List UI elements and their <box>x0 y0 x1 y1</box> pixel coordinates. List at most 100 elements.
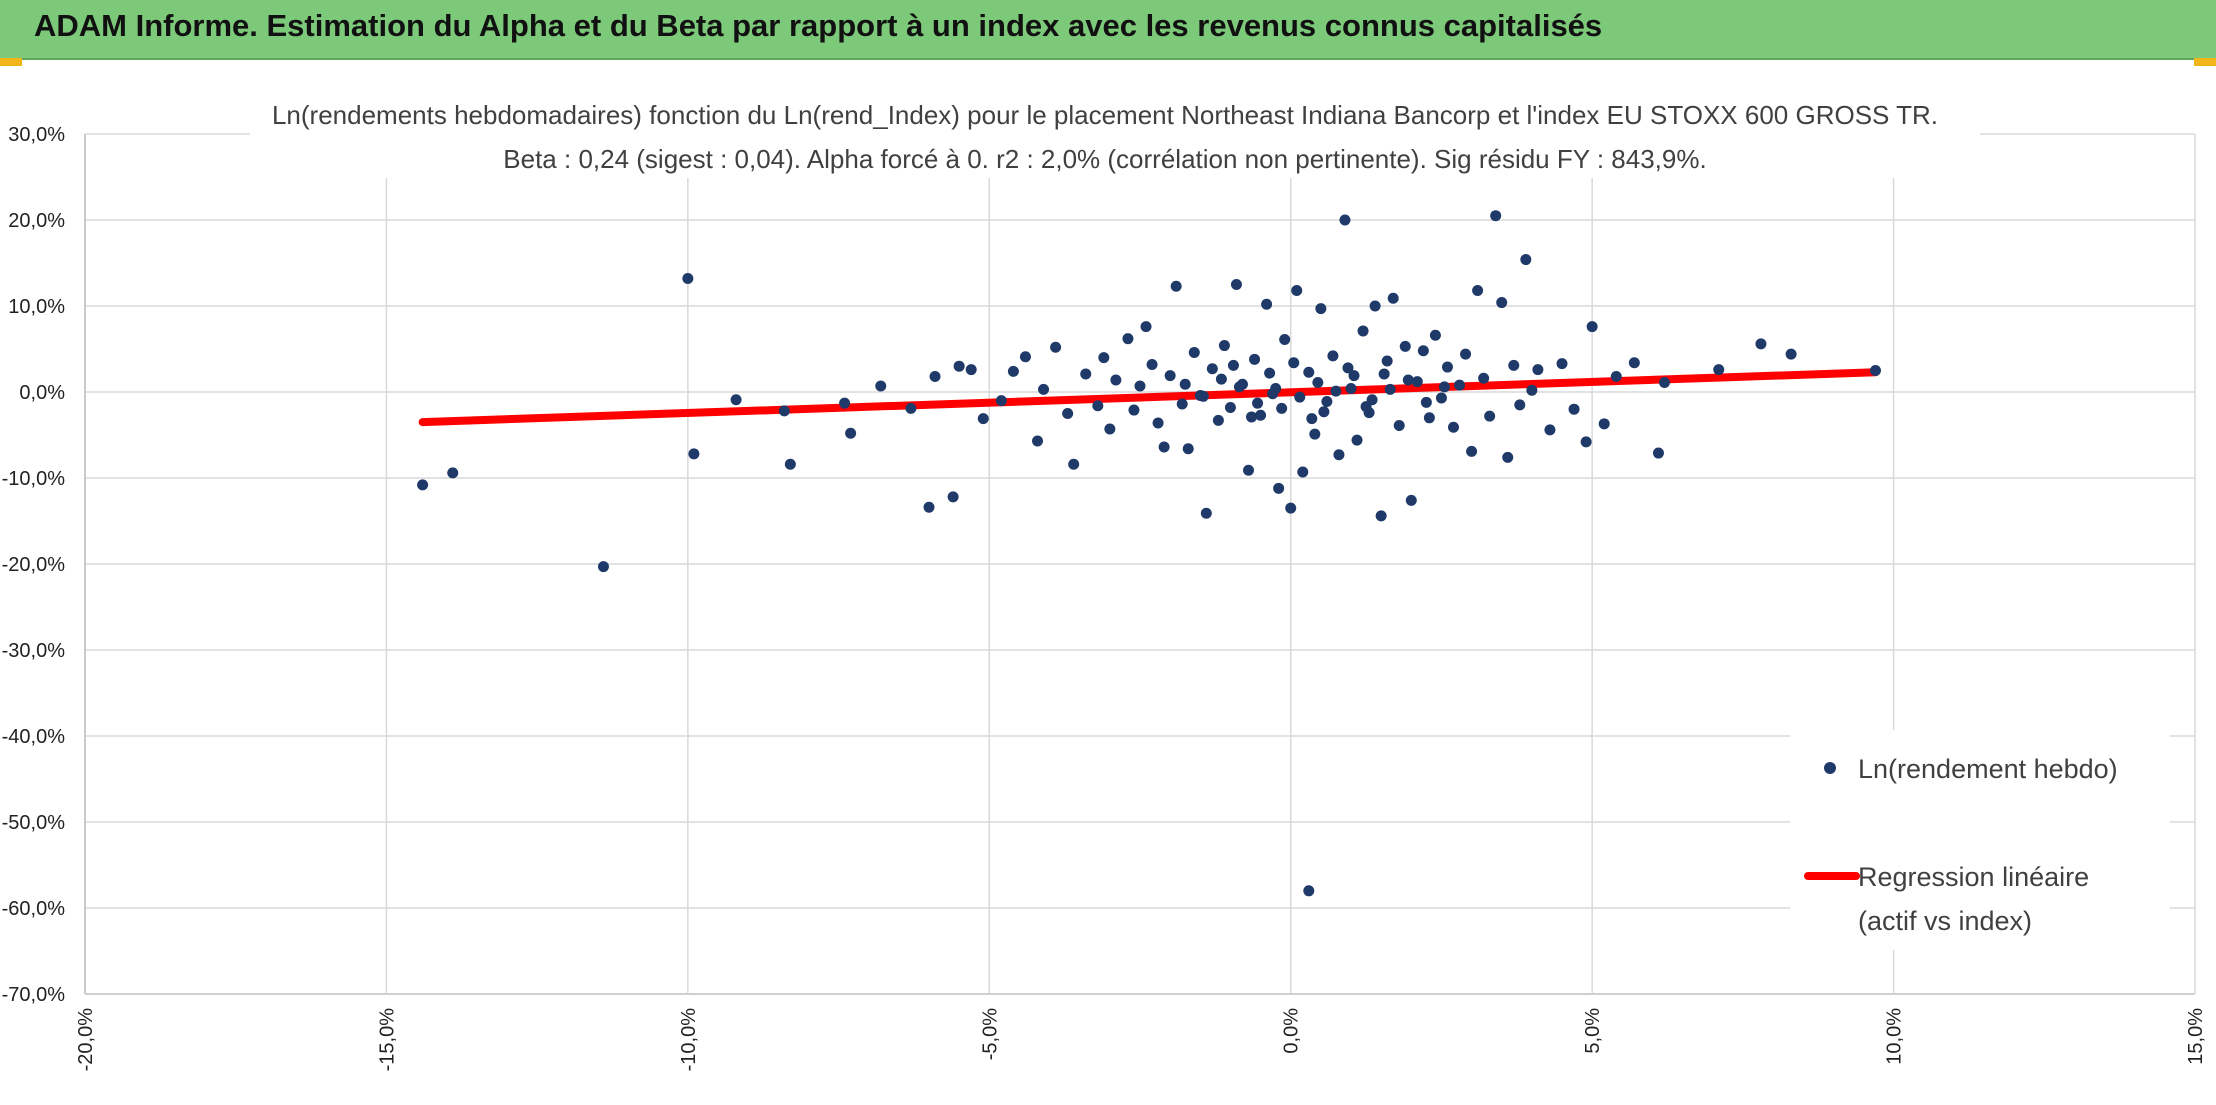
data-point <box>1378 368 1390 380</box>
data-point <box>1243 464 1255 476</box>
data-point <box>1411 376 1423 388</box>
data-point <box>1206 363 1218 375</box>
data-point <box>1303 885 1315 897</box>
data-point <box>1360 401 1372 413</box>
data-point <box>1182 443 1194 455</box>
data-point <box>905 402 917 414</box>
data-point <box>1478 372 1490 384</box>
data-point <box>1215 373 1227 385</box>
data-point <box>977 413 989 425</box>
data-point <box>784 458 796 470</box>
data-point <box>1279 334 1291 346</box>
data-point <box>1375 510 1387 522</box>
data-point <box>1306 413 1318 425</box>
data-point <box>1586 321 1598 333</box>
chart-title: Ln(rendements hebdomadaires) fonction du… <box>272 100 1938 130</box>
legend-label-regression-line2: (actif vs index) <box>1858 906 2032 936</box>
data-point <box>1270 383 1282 395</box>
legend-background <box>1790 730 2170 950</box>
data-point <box>688 448 700 460</box>
data-point <box>1146 358 1158 370</box>
data-point <box>1276 402 1288 414</box>
y-tick-label: -70,0% <box>2 984 66 1006</box>
legend-label-regression: Regression linéaire <box>1858 862 2089 892</box>
data-point <box>1544 424 1556 436</box>
y-tick-label: 30,0% <box>8 124 65 146</box>
data-point <box>1261 298 1273 310</box>
data-point <box>1472 285 1484 297</box>
regression-layer <box>418 368 1880 427</box>
y-tick-label: 20,0% <box>8 210 65 232</box>
data-point <box>1170 280 1182 292</box>
data-point <box>1333 449 1345 461</box>
data-point <box>1568 403 1580 415</box>
data-point <box>1255 409 1267 421</box>
data-point <box>1357 325 1369 337</box>
x-tick-label: -10,0% <box>678 1008 700 1072</box>
data-point <box>1628 357 1640 369</box>
data-point <box>1224 401 1236 413</box>
data-point <box>1110 374 1122 386</box>
data-point <box>1460 348 1472 360</box>
data-point <box>682 272 694 284</box>
x-tick-label: -5,0% <box>979 1008 1001 1060</box>
data-point <box>1303 366 1315 378</box>
data-point <box>1598 418 1610 430</box>
data-point <box>1348 370 1360 382</box>
data-point <box>1212 414 1224 426</box>
data-point <box>1755 338 1767 350</box>
data-point <box>875 380 887 392</box>
data-point <box>1291 285 1303 297</box>
points-layer <box>417 210 1881 897</box>
data-point <box>1152 417 1164 429</box>
data-point <box>947 491 959 503</box>
legend-label-points: Ln(rendement hebdo) <box>1858 754 2118 784</box>
data-point <box>1197 390 1209 402</box>
x-tick-label: 10,0% <box>1884 1008 1906 1065</box>
data-point <box>1610 371 1622 383</box>
data-point <box>447 467 459 479</box>
data-point <box>1580 436 1592 448</box>
data-point <box>1297 466 1309 478</box>
data-point <box>1179 378 1191 390</box>
data-point <box>1249 353 1261 365</box>
data-point <box>839 397 851 409</box>
x-tick-label: 5,0% <box>1582 1008 1604 1054</box>
data-point <box>1438 381 1450 393</box>
data-point <box>1134 380 1146 392</box>
data-point <box>1321 395 1333 407</box>
data-point <box>1312 377 1324 389</box>
y-tick-label: -50,0% <box>2 812 66 834</box>
data-point <box>1164 370 1176 382</box>
data-point <box>1068 458 1080 470</box>
data-point <box>1420 396 1432 408</box>
data-point <box>1233 381 1245 393</box>
data-point <box>1246 411 1258 423</box>
data-point <box>1294 391 1306 403</box>
y-tick-label: -20,0% <box>2 554 66 576</box>
data-point <box>965 364 977 376</box>
data-point <box>1122 333 1134 345</box>
chart-subtitle: Beta : 0,24 (sigest : 0,04). Alpha forcé… <box>503 144 1706 174</box>
report-title: ADAM Informe. Estimation du Alpha et du … <box>34 8 1603 43</box>
data-point <box>1526 384 1538 396</box>
data-point <box>995 395 1007 407</box>
data-point <box>1252 397 1264 409</box>
x-tick-label: 15,0% <box>2185 1008 2207 1065</box>
data-point <box>1399 340 1411 352</box>
data-point <box>730 394 742 406</box>
data-point <box>1369 300 1381 312</box>
grid-layer <box>84 133 2196 995</box>
data-point <box>1342 362 1354 374</box>
data-point <box>1288 357 1300 369</box>
data-point <box>1227 359 1239 371</box>
x-tick-label: 0,0% <box>1281 1008 1303 1054</box>
data-point <box>1158 441 1170 453</box>
tick-labels-layer: 30,0% 20,0% 10,0% 0,0% -10,0% -20,0% -30,0% -40… <box>2 124 2207 1071</box>
data-point <box>1098 352 1110 364</box>
data-point <box>1176 398 1188 410</box>
chart-title-background <box>250 98 1980 178</box>
corner-tab-left <box>0 58 22 66</box>
data-point <box>1230 279 1242 290</box>
data-point <box>1556 358 1568 370</box>
